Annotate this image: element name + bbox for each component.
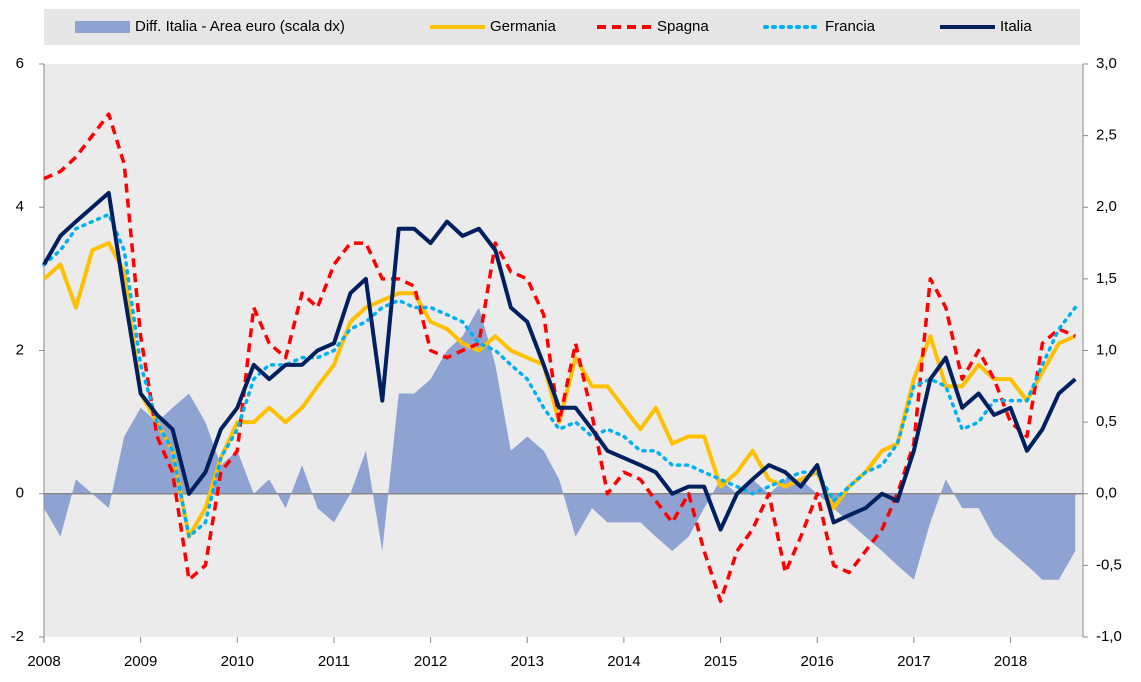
legend-label: Diff. Italia - Area euro (scala dx)	[135, 18, 345, 35]
line	[43, 112, 1076, 603]
legend-box	[44, 9, 1080, 45]
y-tick-label: 4	[16, 198, 24, 215]
y-tick-label: 0	[16, 485, 24, 502]
x-tick-label: 2010	[221, 653, 254, 670]
x-tick-label: 2018	[994, 653, 1027, 670]
legend-label: Germania	[490, 18, 557, 35]
legend-label: Italia	[1000, 18, 1032, 35]
y2-tick-label: 1,5	[1096, 270, 1117, 287]
x-tick-label: 2014	[607, 653, 640, 670]
line	[42, 190, 1077, 532]
x-tick-label: 2017	[897, 653, 930, 670]
y2-tick-label: 0,0	[1096, 485, 1117, 502]
y2-tick-label: 2,0	[1096, 198, 1117, 215]
y-tick-label: 6	[16, 55, 24, 72]
x-tick-label: 2008	[27, 653, 60, 670]
y2-tick-label: 1,0	[1096, 341, 1117, 358]
legend-label: Francia	[825, 18, 876, 35]
y2-tick-label: 2,5	[1096, 127, 1117, 144]
x-tick-label: 2012	[414, 653, 447, 670]
x-tick-label: 2011	[318, 653, 350, 670]
x-tick-label: 2015	[704, 653, 737, 670]
y-tick-label: -2	[11, 628, 24, 645]
plot-area	[44, 64, 1083, 637]
legend-label: Spagna	[657, 18, 709, 35]
x-tick-label: 2009	[124, 653, 157, 670]
line	[42, 212, 1078, 539]
y2-tick-label: -0,5	[1096, 556, 1122, 573]
y-tick-label: 2	[16, 341, 24, 358]
legend-swatch	[75, 21, 130, 33]
x-tick-label: 2016	[801, 653, 834, 670]
y2-tick-label: -1,0	[1096, 628, 1122, 645]
y2-tick-label: 3,0	[1096, 55, 1117, 72]
x-tick-label: 2013	[511, 653, 544, 670]
y2-tick-label: 0,5	[1096, 413, 1117, 430]
